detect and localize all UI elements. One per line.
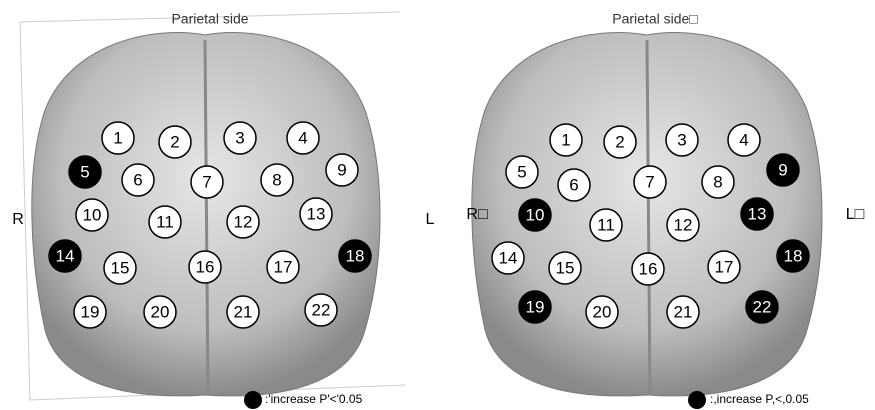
channel-label: 14 bbox=[499, 248, 518, 267]
channel-label: 2 bbox=[615, 132, 624, 151]
channel-label: 19 bbox=[526, 297, 545, 316]
channel-label: 9 bbox=[337, 160, 346, 179]
channel-label: 12 bbox=[234, 212, 253, 231]
channel-label: 1 bbox=[561, 130, 570, 149]
channel-label: 14 bbox=[56, 246, 75, 265]
channel-label: 13 bbox=[307, 204, 326, 223]
side-label: L□ bbox=[846, 206, 865, 223]
channel-label: 21 bbox=[674, 302, 693, 321]
channel-label: 1 bbox=[113, 128, 122, 147]
channel-label: 3 bbox=[677, 130, 686, 149]
channel-label: 2 bbox=[170, 132, 179, 151]
legend-text: :'increase P'<'0.05 bbox=[265, 392, 363, 406]
channel-label: 4 bbox=[739, 130, 748, 149]
channel-label: 5 bbox=[517, 162, 526, 181]
channel-label: 15 bbox=[556, 258, 575, 277]
panel-title: Parietal side□ bbox=[612, 11, 698, 27]
channel-label: 20 bbox=[593, 302, 612, 321]
channel-label: 6 bbox=[133, 170, 142, 189]
channel-label: 10 bbox=[83, 205, 102, 224]
channel-label: 6 bbox=[569, 175, 578, 194]
side-label: R□ bbox=[466, 206, 488, 223]
channel-label: 7 bbox=[645, 172, 654, 191]
channel-label: 10 bbox=[526, 205, 545, 224]
channel-label: 4 bbox=[298, 128, 307, 147]
channel-label: 19 bbox=[81, 302, 100, 321]
channel-label: 18 bbox=[784, 246, 803, 265]
channel-label: 21 bbox=[234, 302, 253, 321]
legend-dot bbox=[244, 391, 262, 409]
channel-label: 18 bbox=[346, 246, 365, 265]
channel-label: 11 bbox=[156, 212, 174, 231]
channel-label: 11 bbox=[597, 215, 615, 234]
channel-label: 17 bbox=[274, 257, 293, 276]
channel-label: 15 bbox=[111, 258, 130, 277]
side-label: R bbox=[12, 211, 24, 228]
channel-label: 16 bbox=[196, 257, 215, 276]
figure: Parietal sideRL:'increase P'<'0.05123456… bbox=[0, 0, 875, 410]
channel-label: 13 bbox=[748, 204, 767, 223]
channel-label: 22 bbox=[753, 297, 772, 316]
side-label: L bbox=[426, 211, 435, 228]
channel-label: 16 bbox=[639, 259, 658, 278]
channel-label: 22 bbox=[312, 300, 331, 319]
channel-label: 8 bbox=[272, 170, 281, 189]
channel-label: 9 bbox=[778, 160, 787, 179]
channel-label: 5 bbox=[80, 162, 89, 181]
panel-title: Parietal side bbox=[171, 11, 248, 27]
channel-label: 12 bbox=[674, 215, 693, 234]
channel-label: 17 bbox=[715, 257, 734, 276]
legend-text: :,increase P,<,0.05 bbox=[710, 392, 809, 406]
channel-label: 8 bbox=[713, 172, 722, 191]
channel-label: 3 bbox=[235, 128, 244, 147]
legend-dot bbox=[688, 391, 706, 409]
channel-label: 7 bbox=[202, 172, 211, 191]
channel-label: 20 bbox=[151, 302, 170, 321]
